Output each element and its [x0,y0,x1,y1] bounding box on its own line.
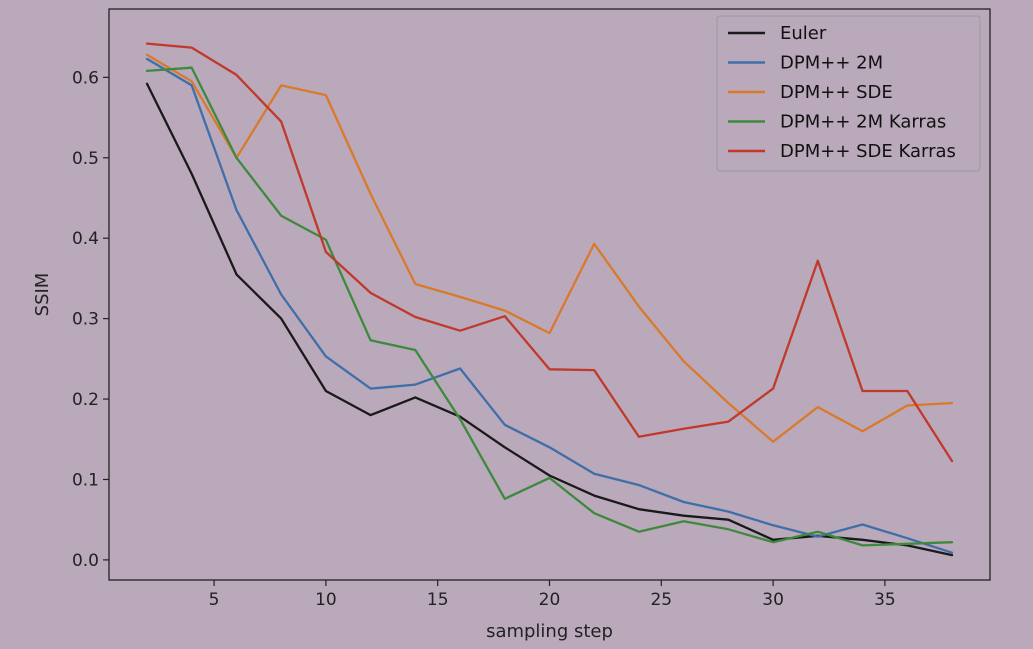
legend-label: DPM++ SDE [780,82,893,103]
y-tick-label: 0.0 [72,551,99,571]
legend-label: DPM++ SDE Karras [780,141,956,162]
legend-label: Euler [780,23,827,44]
x-tick-label: 30 [762,590,784,610]
series-line-dpm-2m-karras [145,66,954,547]
legend-label: DPM++ 2M [780,53,883,74]
y-tick-label: 0.3 [72,310,99,330]
x-axis-label: sampling step [486,621,613,642]
y-tick-label: 0.6 [72,68,99,88]
y-tick-label: 0.4 [72,229,99,249]
x-tick-label: 15 [427,590,449,610]
y-tick-label: 0.5 [72,149,99,169]
x-tick-label: 35 [874,590,896,610]
x-tick-label: 10 [315,590,337,610]
y-axis-label: SSIM [32,273,53,317]
legend: Euler DPM++ 2M DPM++ SDE DPM++ 2M Karras DPM… [716,15,981,172]
series-lines [145,42,954,557]
y-axis: 0.0 0.1 0.2 0.3 0.4 0.5 0.6 [72,68,109,571]
legend-label: DPM++ 2M Karras [780,112,946,133]
x-tick-label: 25 [650,590,672,610]
series-line-dpm-sde-karras [145,42,954,463]
series-line-dpm-2m [145,57,954,554]
legend-box [716,15,981,172]
x-tick-label: 20 [539,590,561,610]
x-axis: 5 10 15 20 25 30 35 [209,580,896,610]
x-tick-label: 5 [209,590,220,610]
series-line-dpm-sde [145,53,954,443]
y-tick-label: 0.1 [72,470,99,490]
y-tick-label: 0.2 [72,390,99,410]
